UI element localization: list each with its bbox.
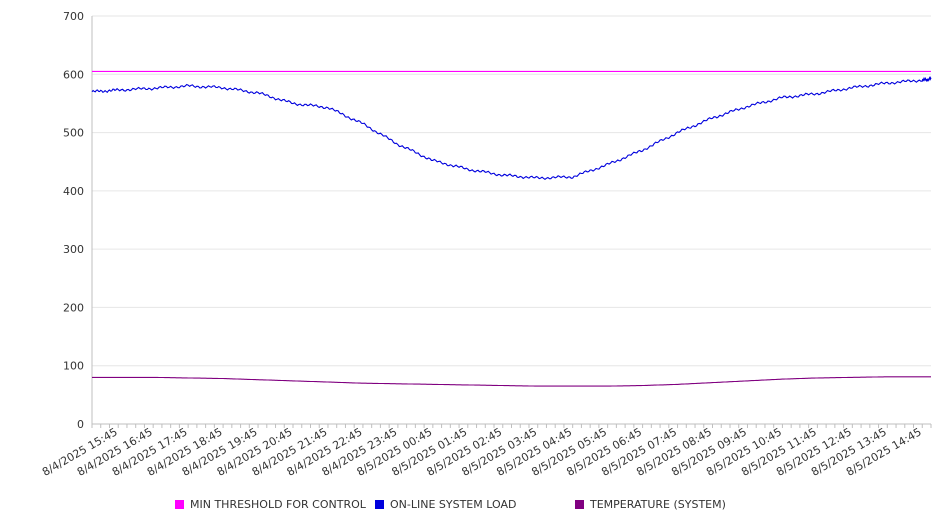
legend-label-min-threshold: MIN THRESHOLD FOR CONTROL	[190, 498, 366, 511]
legend-item-temperature[interactable]: TEMPERATURE (SYSTEM)	[575, 498, 726, 511]
legend-swatch-min-threshold	[175, 500, 184, 509]
y-axis: 0 100 200 300 400 500 600 700	[63, 10, 93, 431]
series-line-temperature-system	[92, 376, 931, 387]
y-tick-label: 200	[63, 301, 84, 314]
y-tick-label: 700	[63, 10, 84, 23]
legend-swatch-temperature	[575, 500, 584, 509]
x-axis: 8/4/2025 15:458/4/2025 16:458/4/2025 17:…	[40, 423, 932, 479]
legend-label-system-load: ON-LINE SYSTEM LOAD	[390, 498, 517, 511]
legend-item-min-threshold[interactable]: MIN THRESHOLD FOR CONTROL	[175, 498, 366, 511]
y-tick-label: 0	[77, 418, 84, 431]
y-tick-label: 500	[63, 127, 84, 140]
legend-swatch-system-load	[375, 500, 384, 509]
y-tick-label: 600	[63, 68, 84, 81]
y-tick-label: 400	[63, 185, 84, 198]
series-lines	[91, 70, 932, 387]
grid-lines	[92, 15, 931, 367]
legend-item-system-load[interactable]: ON-LINE SYSTEM LOAD	[375, 498, 516, 511]
series-line-on-line-system-load	[91, 76, 932, 180]
legend-label-temperature: TEMPERATURE (SYSTEM)	[590, 498, 726, 511]
legend: MIN THRESHOLD FOR CONTROL ON-LINE SYSTEM…	[0, 498, 946, 514]
y-tick-label: 300	[63, 243, 84, 256]
y-tick-label: 100	[63, 360, 84, 373]
